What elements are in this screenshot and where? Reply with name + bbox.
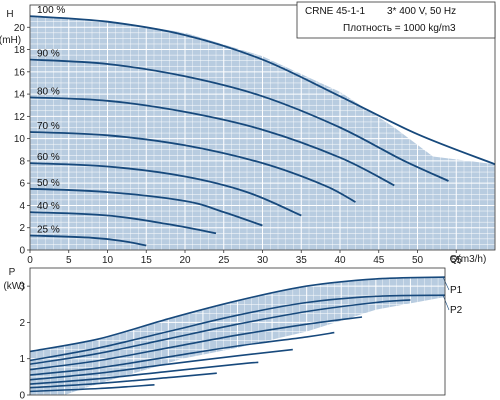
head-curve	[29, 96, 395, 187]
head-y-tick-label: 16	[14, 67, 26, 78]
head-curve	[29, 234, 147, 247]
x-tick-label: 30	[257, 255, 269, 266]
x-tick-label: 50	[412, 255, 424, 266]
x-tick-label: 40	[334, 255, 346, 266]
x-tick-label: 20	[179, 255, 191, 266]
x-tick-label: 25	[218, 255, 230, 266]
head-curve-label: 70 %	[37, 121, 60, 132]
head-curve	[29, 15, 496, 166]
x-tick-label: 5	[66, 255, 72, 266]
head-x-ticks: 0 5 10 15 20 25 30 35 40 45 50 55	[27, 250, 462, 266]
power-y-tick-label: 2	[19, 318, 25, 329]
p1-leader-line	[442, 276, 450, 291]
power-curve	[29, 372, 217, 389]
head-curve-label: 80 %	[37, 86, 60, 97]
power-y-ticks: 0 1 2 3	[19, 282, 30, 400]
power-curve	[29, 299, 411, 365]
power-y-tick-label: 3	[19, 282, 25, 293]
x-tick-label: 10	[102, 255, 114, 266]
head-grid	[29, 4, 496, 251]
head-curve	[29, 58, 449, 182]
power-curve	[29, 331, 335, 376]
head-y-tick-label: 12	[14, 112, 26, 123]
head-y-tick-label: 14	[14, 90, 26, 101]
x-tick-label: 15	[141, 255, 153, 266]
power-curve	[29, 348, 293, 381]
head-y-tick-label: 18	[14, 45, 26, 56]
power-curve	[29, 294, 446, 362]
power-grid	[29, 267, 446, 396]
head-curve-label: 100 %	[37, 5, 65, 16]
power-ylabel-unit: (kW)	[3, 281, 24, 292]
power-y-tick-label: 1	[19, 354, 25, 365]
info-density: Плотность = 1000 kg/m3	[343, 23, 456, 34]
head-y-tick-label: 8	[19, 156, 25, 167]
info-model: CRNE 45-1-1	[305, 6, 365, 17]
head-y-tick-label: 4	[19, 201, 25, 212]
info-box-frame	[296, 1, 496, 39]
head-curve-label: 40 %	[37, 201, 60, 212]
power-curve	[29, 316, 363, 371]
x-tick-label: 55	[451, 255, 463, 266]
power-curve	[29, 276, 446, 353]
head-y-tick-label: 2	[19, 223, 25, 234]
head-ylabel-symbol: H	[6, 9, 13, 20]
power-plot: 0 1 2 3 P (kW) P1 P2	[3, 267, 462, 400]
x-tick-label: 0	[27, 255, 33, 266]
head-plot: 100 % 90 % 80 % 70 % 60 % 50 % 40 % 25 % 0 2 4 6 8 1…	[0, 4, 496, 266]
power-reference-curve	[442, 276, 450, 311]
info-supply: 3* 400 V, 50 Hz	[387, 6, 456, 17]
head-curve-labels: 100 % 90 % 80 % 70 % 60 % 50 % 40 % 25 %	[37, 5, 65, 235]
head-curve-label: 60 %	[37, 152, 60, 163]
power-curve	[29, 384, 155, 393]
power-curves	[29, 276, 446, 393]
head-curve	[29, 187, 263, 227]
power-ylabel-symbol: P	[9, 267, 16, 278]
power-y-tick-label: 0	[19, 391, 25, 400]
head-y-tick-label: 6	[19, 179, 25, 190]
series-label-p2: P2	[450, 305, 463, 316]
head-curve	[29, 131, 356, 203]
x-tick-label: 35	[296, 255, 308, 266]
head-curve-label: 25 %	[37, 225, 60, 236]
head-curve-label: 90 %	[37, 49, 60, 60]
head-ylabel-unit: (mH)	[0, 35, 21, 46]
info-box: CRNE 45-1-1 3* 400 V, 50 Hz Плотность = …	[296, 1, 496, 39]
series-label-p1: P1	[450, 285, 463, 296]
head-y-tick-label: 20	[14, 23, 26, 34]
power-plot-frame	[29, 267, 446, 396]
p2-leader-line	[442, 295, 450, 311]
head-y-tick-label: 0	[19, 246, 25, 257]
head-y-ticks: 0 2 4 6 8 10 12 14 16 18 20	[14, 23, 30, 257]
head-y-tick-label: 10	[14, 134, 26, 145]
power-curve	[29, 361, 259, 385]
head-curve	[29, 162, 302, 217]
x-tick-label: 45	[373, 255, 385, 266]
head-curve-label: 50 %	[37, 178, 60, 189]
head-curve	[29, 211, 217, 235]
x-axis-label: Q(m3/h)	[450, 254, 487, 265]
head-curves	[29, 15, 496, 247]
